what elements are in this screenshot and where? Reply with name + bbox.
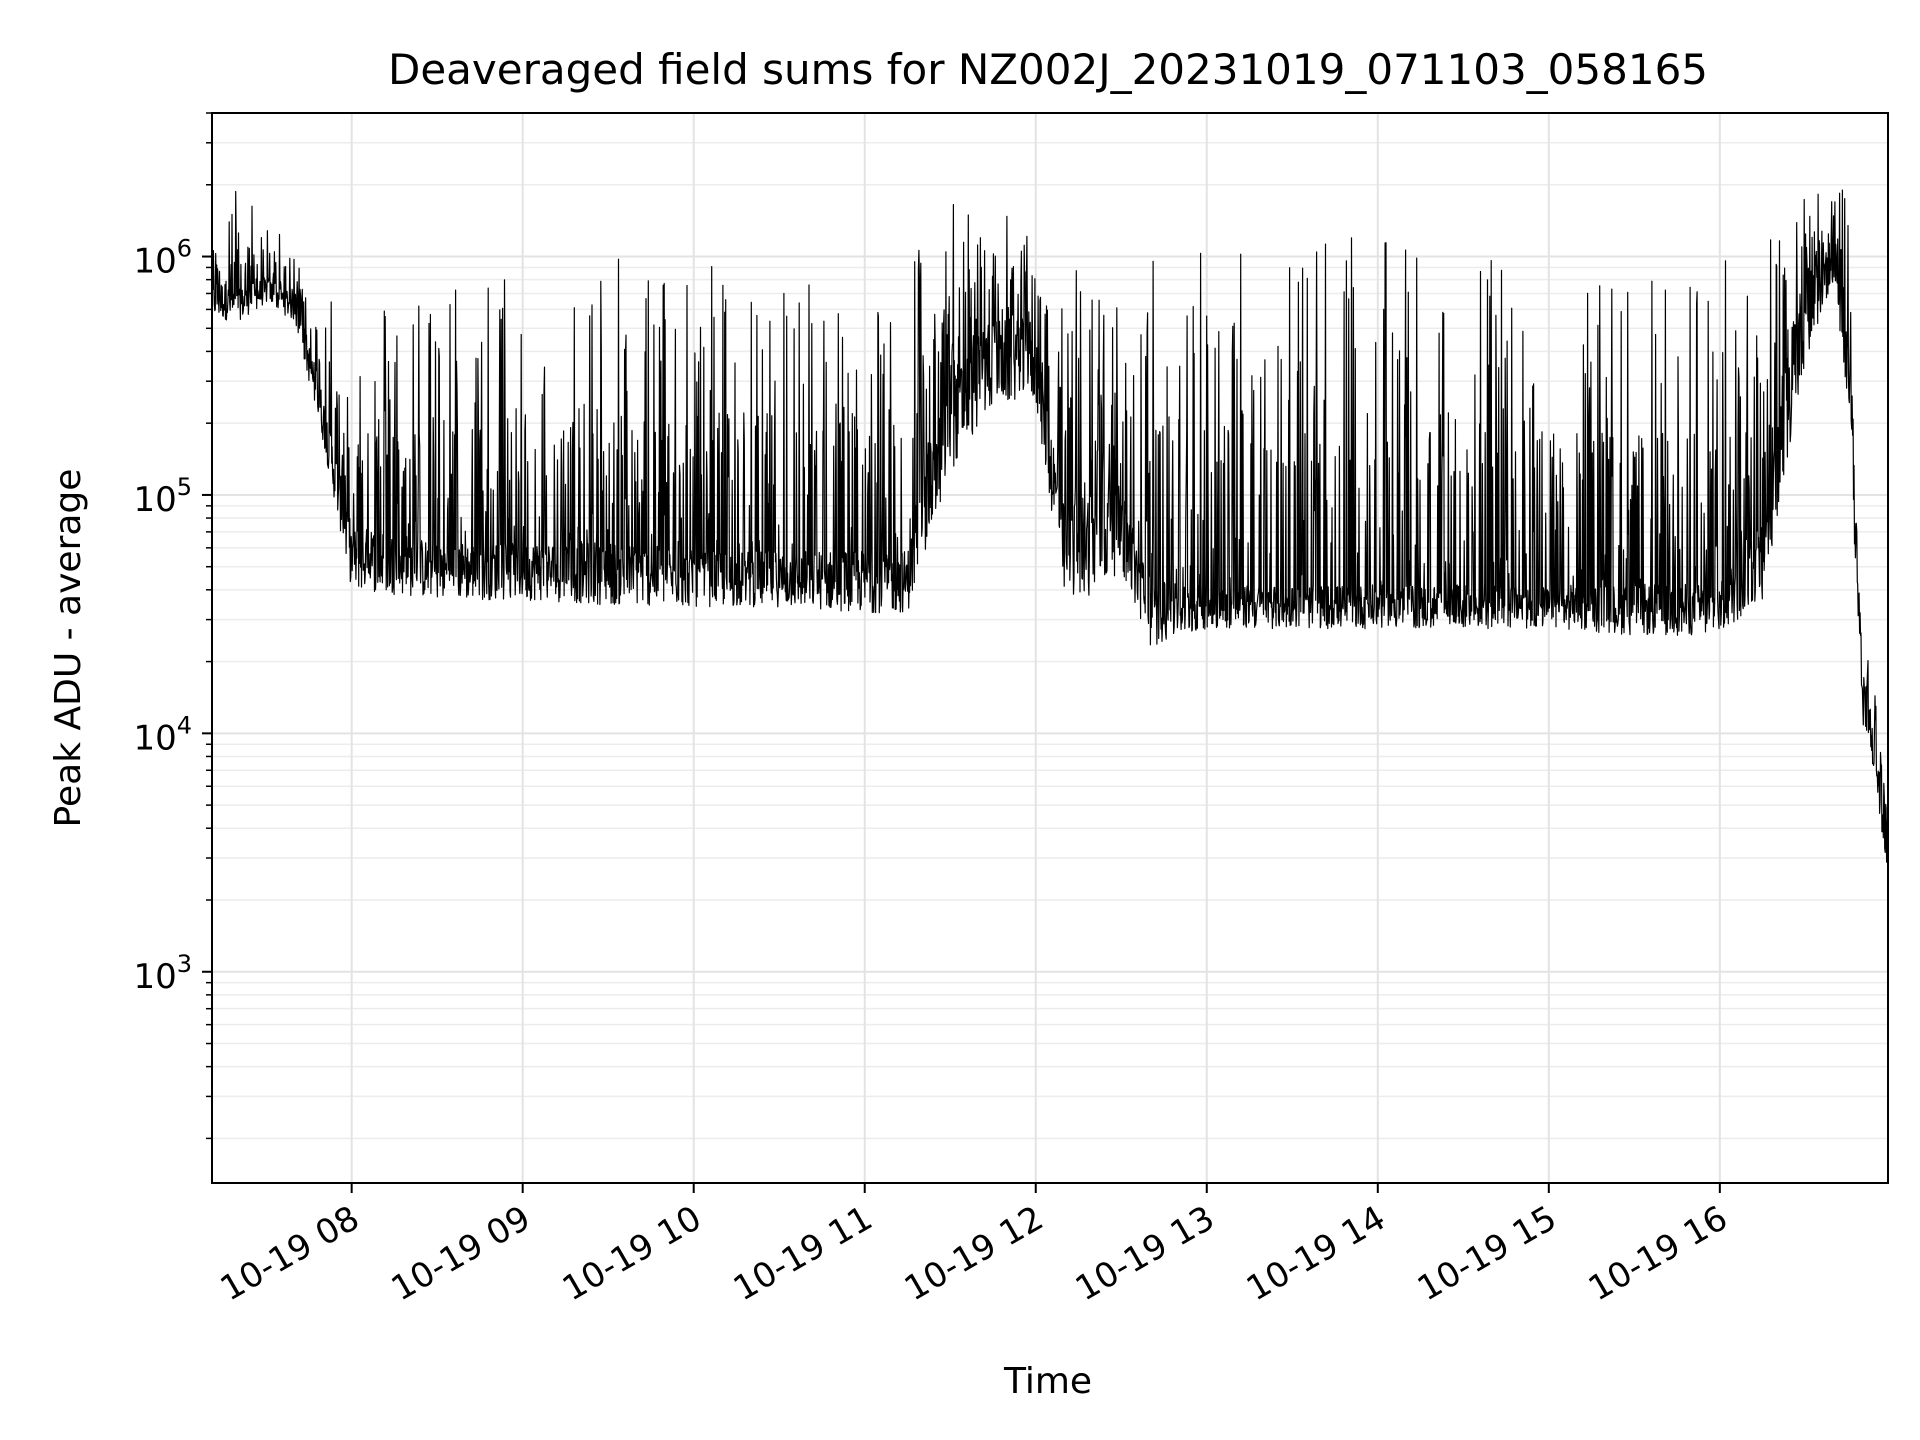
- y-tick-label: 104: [133, 711, 192, 758]
- y-axis-ticks: 103 104 105 106: [133, 112, 212, 1140]
- y-tick-label: 105: [133, 473, 192, 520]
- series-layer: [211, 189, 1889, 882]
- x-axis-title: Time: [1003, 1361, 1092, 1402]
- y-tick-label: 103: [133, 950, 192, 997]
- series-line: [211, 189, 1889, 882]
- y-axis-title: Peak ADU - average: [48, 469, 89, 828]
- plot-frame: [211, 112, 1889, 1184]
- y-tick-label: 106: [133, 235, 192, 282]
- chart-title: Deaveraged field sums for NZ002J_2023101…: [388, 45, 1708, 94]
